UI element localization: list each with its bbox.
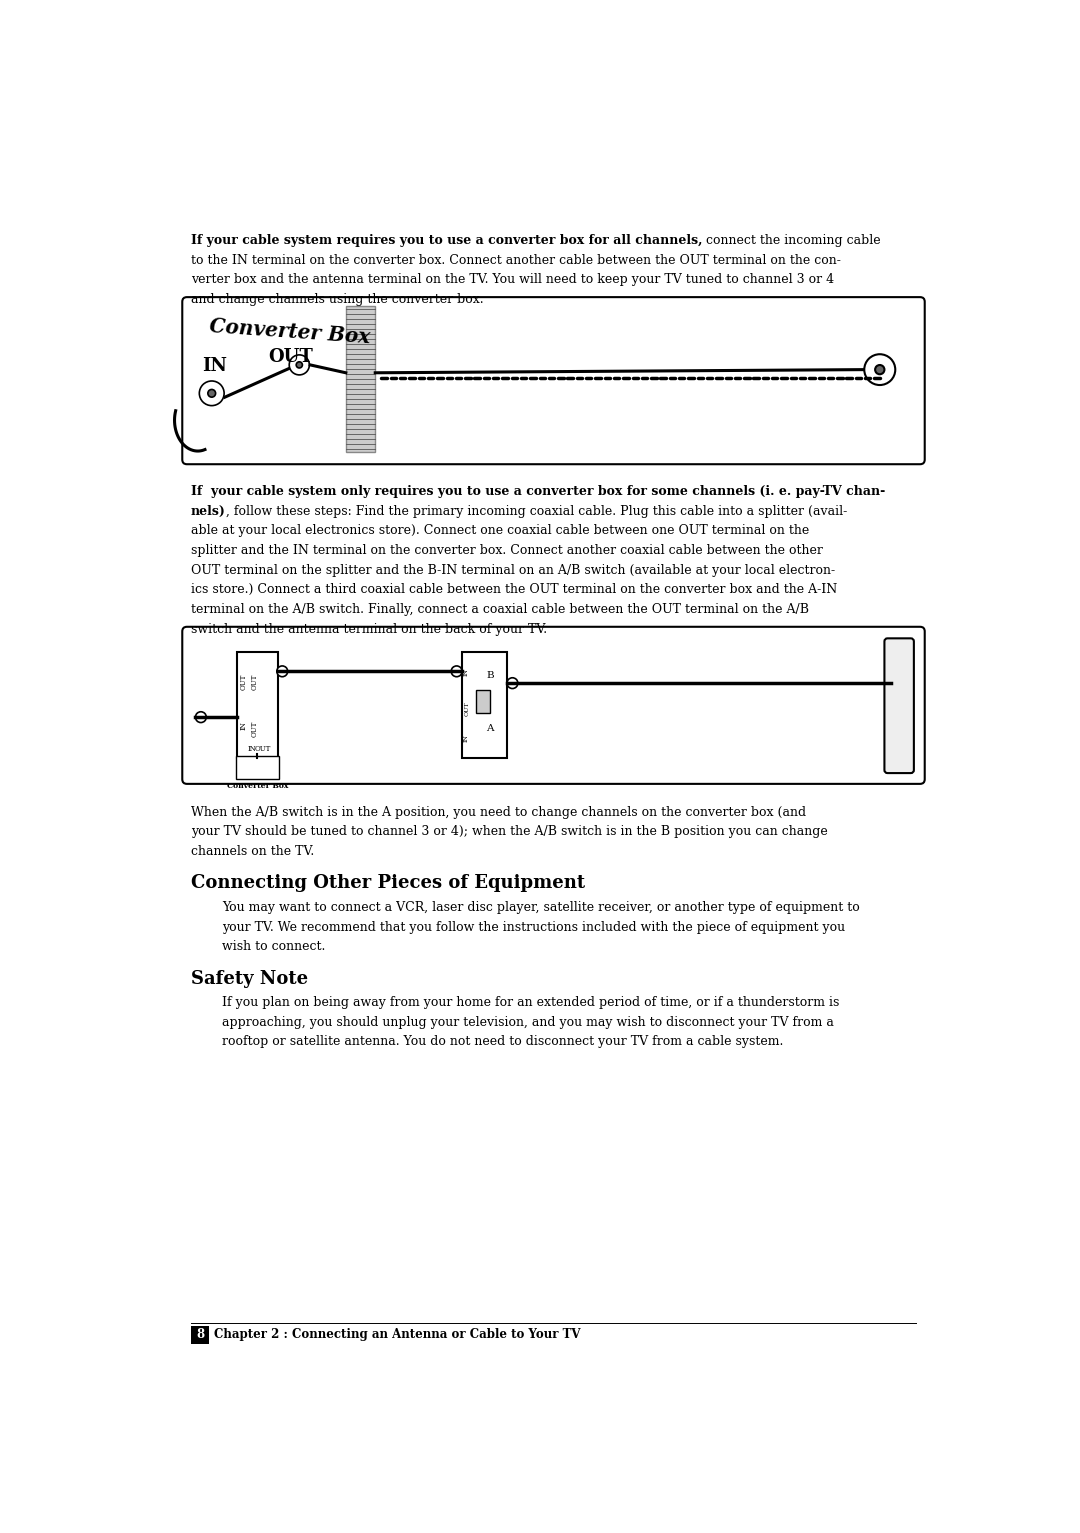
Text: Converter Box: Converter Box	[208, 316, 370, 346]
Text: wish to connect.: wish to connect.	[221, 940, 325, 954]
Text: switch and the antenna terminal on the back of your TV.: switch and the antenna terminal on the b…	[191, 622, 546, 636]
Circle shape	[451, 665, 462, 676]
Circle shape	[296, 362, 302, 368]
Text: approaching, you should unplug your television, and you may wish to disconnect y: approaching, you should unplug your tele…	[221, 1016, 834, 1029]
Bar	[346, 305, 375, 452]
Text: OUT: OUT	[251, 721, 258, 737]
Text: 8: 8	[197, 1328, 204, 1341]
Circle shape	[289, 354, 309, 376]
Bar	[462, 652, 507, 757]
Bar	[238, 652, 278, 757]
Bar	[237, 756, 279, 779]
Text: , follow these steps: Find the primary incoming coaxial cable. Plug this cable i: , follow these steps: Find the primary i…	[226, 504, 847, 518]
Text: IN: IN	[464, 668, 469, 676]
Text: When the A/B switch is in the A position, you need to change channels on the con: When the A/B switch is in the A position…	[191, 806, 806, 819]
Text: IN: IN	[202, 357, 228, 376]
Text: A: A	[486, 724, 494, 733]
Text: to the IN terminal on the converter box. Connect another cable between the OUT t: to the IN terminal on the converter box.…	[191, 253, 840, 267]
Text: OUT: OUT	[240, 673, 247, 690]
Text: Chapter 2 : Connecting an Antenna or Cable to Your TV: Chapter 2 : Connecting an Antenna or Cab…	[214, 1328, 581, 1341]
Text: channels on the TV.: channels on the TV.	[191, 845, 314, 858]
Circle shape	[207, 389, 216, 397]
Text: OUT: OUT	[268, 348, 313, 366]
Text: your TV. We recommend that you follow the instructions included with the piece o: your TV. We recommend that you follow th…	[221, 921, 845, 934]
Text: OUT: OUT	[464, 702, 469, 716]
Text: OUT: OUT	[251, 673, 258, 690]
Text: rooftop or satellite antenna. You do not need to disconnect your TV from a cable: rooftop or satellite antenna. You do not…	[221, 1035, 783, 1049]
Text: IN: IN	[240, 721, 247, 730]
Text: your TV should be tuned to channel 3 or 4); when the A/B switch is in the B posi: your TV should be tuned to channel 3 or …	[191, 825, 827, 839]
Text: OUT terminal on the splitter and the B-IN terminal on an A/B switch (available a: OUT terminal on the splitter and the B-I…	[191, 564, 835, 576]
Bar	[191, 1326, 210, 1343]
Text: IN: IN	[464, 734, 469, 742]
Text: If you plan on being away from your home for an extended period of time, or if a: If you plan on being away from your home…	[221, 996, 839, 1009]
Text: IN: IN	[247, 745, 256, 753]
Text: ics store.) Connect a third coaxial cable between the OUT terminal on the conver: ics store.) Connect a third coaxial cabl…	[191, 583, 837, 596]
Text: OUT: OUT	[255, 745, 271, 753]
Text: You may want to connect a VCR, laser disc player, satellite receiver, or another: You may want to connect a VCR, laser dis…	[221, 901, 860, 914]
Circle shape	[507, 678, 517, 688]
Text: B: B	[486, 671, 494, 681]
Text: verter box and the antenna terminal on the TV. You will need to keep your TV tun: verter box and the antenna terminal on t…	[191, 273, 834, 287]
Circle shape	[251, 765, 257, 771]
Circle shape	[195, 711, 206, 722]
Text: and change channels using the converter box.: and change channels using the converter …	[191, 293, 484, 307]
Text: able at your local electronics store). Connect one coaxial cable between one OUT: able at your local electronics store). C…	[191, 524, 809, 538]
Bar	[476, 690, 490, 713]
FancyBboxPatch shape	[183, 627, 924, 783]
Circle shape	[200, 382, 225, 406]
Text: nels): nels)	[191, 504, 226, 518]
Text: Converter Box: Converter Box	[227, 782, 288, 789]
Text: connect the incoming cable: connect the incoming cable	[702, 235, 881, 247]
Text: Connecting Other Pieces of Equipment: Connecting Other Pieces of Equipment	[191, 874, 585, 892]
Text: Safety Note: Safety Note	[191, 970, 308, 987]
Circle shape	[864, 354, 895, 385]
Circle shape	[251, 765, 257, 771]
Circle shape	[276, 665, 287, 676]
Text: If  your cable system only requires you to use a converter box for some channels: If your cable system only requires you t…	[191, 484, 885, 498]
Text: If your cable system requires you to use a converter box for all channels,: If your cable system requires you to use…	[191, 235, 702, 247]
FancyBboxPatch shape	[885, 638, 914, 773]
Circle shape	[875, 365, 885, 374]
Text: splitter and the IN terminal on the converter box. Connect another coaxial cable: splitter and the IN terminal on the conv…	[191, 544, 823, 556]
FancyBboxPatch shape	[183, 297, 924, 464]
Text: terminal on the A/B switch. Finally, connect a coaxial cable between the OUT ter: terminal on the A/B switch. Finally, con…	[191, 602, 809, 616]
